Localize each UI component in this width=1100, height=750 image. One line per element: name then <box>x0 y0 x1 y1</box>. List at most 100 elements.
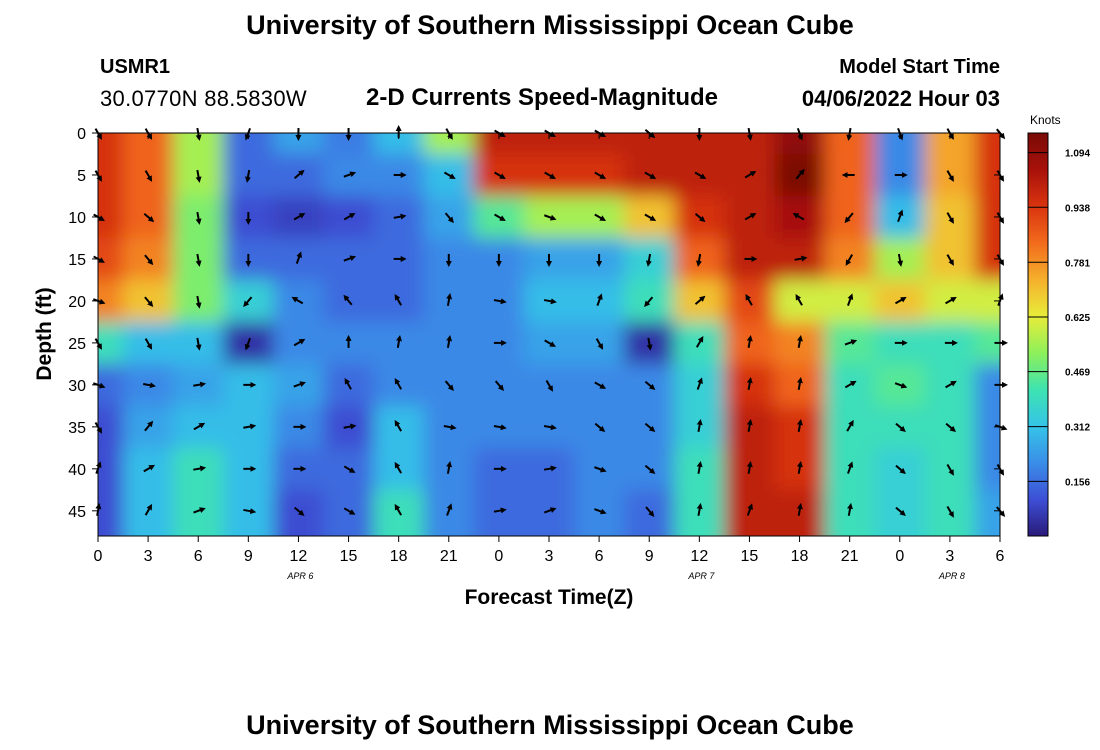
current-vector-arrow <box>796 418 803 432</box>
current-vector-arrow <box>796 376 803 390</box>
heatmap-cell <box>98 321 124 365</box>
current-vector-arrow <box>543 465 557 472</box>
current-vector-arrow <box>446 335 453 348</box>
current-vector-arrow <box>446 293 453 307</box>
current-vector-arrow <box>895 422 906 432</box>
heatmap-cell <box>173 133 224 155</box>
heatmap-cell <box>774 133 826 155</box>
x-tick-label: 3 <box>545 548 554 565</box>
current-vector-arrow <box>143 382 156 389</box>
current-vector-arrow <box>494 171 506 179</box>
current-vector-arrow <box>844 339 858 346</box>
current-vector-arrow <box>645 253 652 267</box>
current-vector-arrow <box>493 298 507 305</box>
x-tick-label: 3 <box>945 548 954 565</box>
current-vector-arrow <box>343 507 356 515</box>
colorbar-tick-label: 0.938 <box>1065 203 1090 214</box>
current-vector-arrow <box>193 465 207 472</box>
current-vector-arrow <box>293 212 306 221</box>
current-vector-arrow <box>343 294 353 306</box>
y-axis-title: Depth (ft) <box>33 287 56 380</box>
current-vector-arrow <box>796 502 803 516</box>
heatmap-cell <box>323 489 375 536</box>
current-vector-arrow <box>344 377 352 390</box>
current-vector-arrow <box>594 381 607 389</box>
current-vector-arrow <box>895 506 906 516</box>
current-vector-arrow <box>696 460 703 474</box>
current-vector-arrow <box>195 211 202 225</box>
current-vector-arrow <box>594 508 607 515</box>
colorbar-tick-label: 1.094 <box>1065 149 1090 160</box>
chart-title: University of Southern Mississippi Ocean… <box>246 10 854 40</box>
current-vector-arrow <box>394 293 403 306</box>
current-vector-arrow <box>545 380 553 392</box>
current-vector-arrow <box>694 212 706 223</box>
current-vector-arrow <box>295 251 302 264</box>
heatmap-cell <box>674 133 725 155</box>
x-tick-label: 12 <box>690 548 708 565</box>
current-vector-arrow <box>144 338 153 350</box>
current-vector-arrow <box>293 506 305 516</box>
heatmap-cell <box>624 133 675 155</box>
current-vector-arrow <box>144 503 153 516</box>
x-tick-label: 9 <box>244 548 253 565</box>
heatmap-cell <box>423 489 475 536</box>
heatmap-cell <box>98 405 124 449</box>
current-vector-arrow <box>696 377 703 390</box>
current-vector-arrow <box>195 337 202 351</box>
current-vector-arrow <box>796 460 803 474</box>
current-vector-arrow <box>946 505 954 518</box>
current-vector-arrow <box>394 419 403 432</box>
x-tick-label: 15 <box>741 548 759 565</box>
current-vector-arrow <box>193 507 206 514</box>
current-vector-arrow <box>143 464 156 473</box>
y-tick-label: 20 <box>68 294 86 311</box>
current-vector-arrow <box>195 169 202 183</box>
current-vector-arrow <box>543 424 557 431</box>
current-vector-arrow <box>845 254 854 266</box>
y-tick-label: 5 <box>77 168 86 185</box>
current-vector-arrow <box>243 508 257 515</box>
current-vector-arrow <box>846 419 854 432</box>
heatmap-cell <box>724 133 775 155</box>
current-vector-arrow <box>543 507 557 514</box>
x-tick-label: 21 <box>440 548 458 565</box>
date-label: APR 6 <box>286 571 313 581</box>
x-tick-label: 6 <box>996 548 1005 565</box>
current-vector-arrow <box>543 298 557 305</box>
x-tick-label: 6 <box>194 548 203 565</box>
heatmap-cell <box>473 489 525 536</box>
current-vector-arrow <box>443 171 456 179</box>
heatmap-cell <box>974 133 1000 155</box>
current-vector-arrow <box>696 502 703 516</box>
current-vector-arrow <box>792 212 805 221</box>
current-vector-arrow <box>945 380 957 389</box>
date-label: APR 8 <box>938 571 965 581</box>
heatmap-cell <box>824 489 876 536</box>
station-id: USMR1 <box>100 56 171 78</box>
y-tick-label: 0 <box>77 126 86 143</box>
current-vector-arrow <box>847 293 854 306</box>
current-vector-arrow <box>746 376 753 390</box>
heatmap-cell <box>423 133 475 155</box>
colorbar-tick-label: 0.781 <box>1065 258 1090 269</box>
x-axis: 0 3 6 9 12 15 18 21 0 3 6 9 12 15 18 21 0 3 6 <box>94 133 1005 565</box>
current-vector-arrow <box>446 460 453 474</box>
current-vector-arrow <box>644 296 654 308</box>
x-tick-label: 18 <box>791 548 809 565</box>
current-vector-arrow <box>143 212 155 223</box>
heatmap-cell <box>974 489 1000 536</box>
current-vector-arrow <box>494 213 506 221</box>
x-tick-label: 15 <box>340 548 358 565</box>
current-vector-arrow <box>446 503 453 516</box>
model-start-value: 04/06/2022 Hour 03 <box>801 86 1000 111</box>
current-vector-arrow <box>894 296 907 305</box>
current-vector-arrow <box>493 424 507 431</box>
current-vector-arrow <box>594 171 607 179</box>
current-vector-arrow <box>293 169 305 179</box>
current-vector-arrow <box>847 502 853 516</box>
x-tick-label: 0 <box>895 548 904 565</box>
current-vector-arrow <box>343 212 356 221</box>
x-tick-label: 21 <box>841 548 859 565</box>
